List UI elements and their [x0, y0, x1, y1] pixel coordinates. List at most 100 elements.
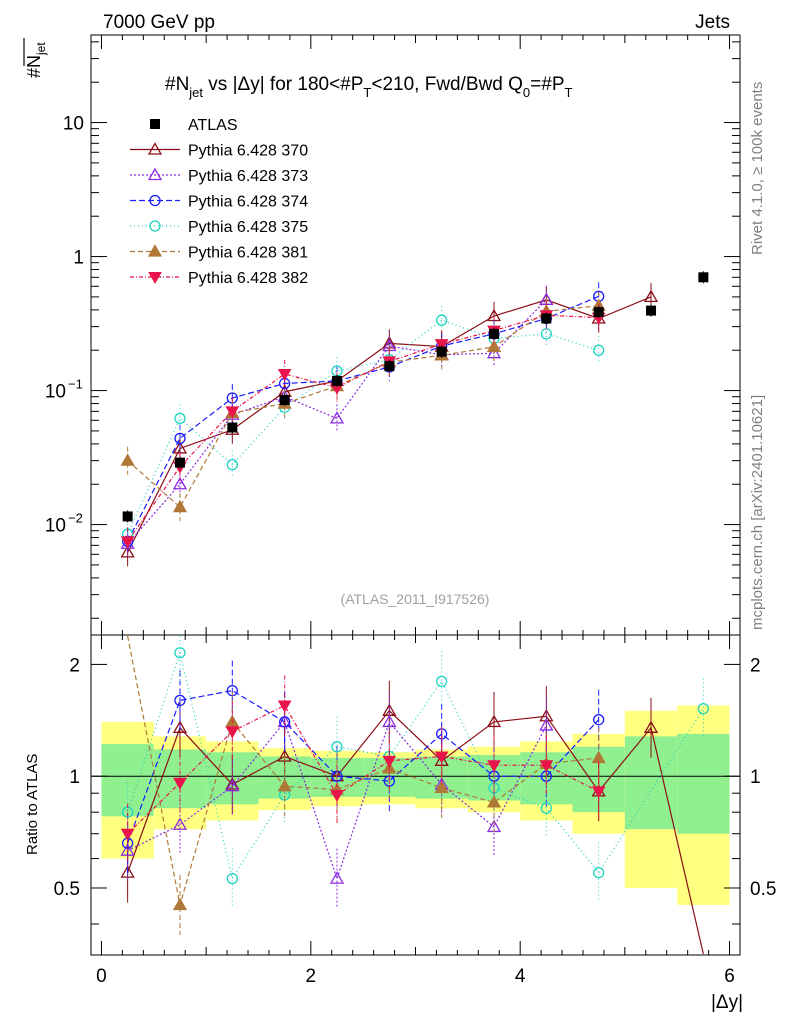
series-point-ratio: [486, 714, 502, 728]
chart-title: #Njet vs |Δy| for 180<#PT<210, Fwd/Bwd Q…: [165, 74, 573, 100]
series-point-ratio: [382, 714, 397, 728]
series-point-main: [277, 368, 292, 381]
series-point-ratio: [539, 718, 554, 731]
atlas-point: [279, 395, 290, 406]
atlas-point: [227, 422, 238, 433]
main-y-tick-label: 10: [63, 114, 84, 135]
svg-text:#Njet: #Njet: [24, 42, 48, 78]
legend-marker-0: [147, 142, 163, 155]
x-axis-label: |Δy|: [711, 992, 743, 1013]
analysis-tag: (ATLAS_2011_I917526): [341, 591, 490, 607]
series-point-ratio: [225, 726, 240, 739]
series-point-main: [225, 406, 240, 419]
ratio-y-axis-label: Ratio to ATLAS: [24, 754, 41, 855]
legend-marker-4: [147, 244, 163, 257]
atlas-point: [593, 307, 604, 318]
series-point-ratio: [382, 755, 397, 768]
atlas-point: [174, 457, 185, 468]
series-point-ratio: [225, 778, 240, 792]
atlas-point: [436, 346, 447, 357]
series-line-ratio: [127, 635, 599, 906]
series-point-ratio: [172, 817, 188, 830]
series-line-ratio: [127, 720, 547, 881]
ratio-y-tick-label-right: 1: [750, 767, 761, 788]
series-point-ratio: [591, 786, 606, 799]
series-point-ratio: [540, 802, 552, 814]
series-point-ratio: [172, 897, 188, 911]
series-line-ratio: [127, 650, 704, 881]
svg-text:#Njet vs |Δy| for 180<#PT<210: #Njet vs |Δy| for 180<#PT<210, Fwd/Bwd Q…: [165, 74, 573, 100]
energy-label: 7000 GeV pp: [103, 12, 215, 33]
series-point-ratio: [593, 866, 605, 879]
x-tick-label: 6: [724, 966, 735, 987]
legend-marker-2: [149, 194, 161, 207]
series-point-ratio: [697, 703, 710, 715]
main-y-tick-label: 10: [45, 516, 66, 537]
atlas-point: [384, 361, 395, 372]
series-point-ratio: [331, 741, 343, 753]
series-line-main: [127, 299, 547, 545]
process-label: Jets: [695, 12, 730, 33]
series-point-ratio: [277, 700, 292, 713]
atlas-point: [489, 328, 500, 339]
series-point-ratio: [226, 872, 238, 885]
series-point-main: [434, 339, 449, 352]
main-y-tick-label: 1: [73, 248, 84, 269]
series-point-ratio: [434, 751, 449, 764]
ratio-y-tick-label-right: 2: [750, 655, 761, 676]
series-point-ratio: [593, 713, 605, 726]
main-y-axis-label: #Njet: [23, 38, 48, 78]
series-point-ratio: [434, 780, 449, 794]
atlas-point: [541, 313, 552, 324]
atlas-point: [331, 375, 342, 386]
series-point-main: [120, 536, 135, 549]
series-point-ratio: [486, 795, 502, 808]
side-label-bottom: mcplots.cern.ch [arXiv:2401.10621]: [749, 395, 766, 630]
side-label-top: Rivet 4.1.0, ≥ 100k events: [749, 82, 766, 255]
legend-label-2: Pythia 6.428 374: [188, 194, 308, 211]
series-point-ratio: [173, 777, 187, 790]
x-tick-label: 0: [96, 966, 107, 987]
series-point-main: [172, 499, 188, 513]
series-point-main: [540, 328, 552, 340]
series-point-ratio: [172, 720, 188, 733]
legend-label-0: Pythia 6.428 370: [188, 143, 308, 160]
series-point-main: [174, 432, 186, 445]
series-point-ratio: [643, 720, 659, 733]
series-point-main: [643, 289, 659, 303]
series-point-main: [593, 344, 605, 356]
series-point-ratio: [539, 760, 554, 773]
legend-label-1: Pythia 6.428 373: [188, 168, 308, 185]
series-point-ratio: [120, 828, 135, 841]
main-y-tick-exponent: −2: [68, 511, 83, 526]
series-point-main: [120, 453, 135, 466]
series-point-ratio: [174, 647, 186, 659]
axis-ticks: [91, 35, 740, 955]
series-line-main: [127, 295, 599, 542]
series-point-main: [120, 545, 135, 558]
series-line-main: [127, 319, 599, 535]
series-point-main: [436, 314, 448, 326]
x-tick-label: 4: [515, 966, 526, 987]
legend-marker-3: [149, 220, 161, 232]
series-4: [120, 291, 606, 935]
ratio-plot-frame: [90, 634, 741, 956]
series-point-main: [486, 339, 502, 352]
series-point-main: [329, 411, 345, 424]
legend-marker-atlas: [150, 119, 160, 129]
series-point-ratio: [330, 789, 344, 802]
series-line-main: [127, 314, 599, 542]
legend-marker-1: [147, 167, 163, 181]
series-layer: [120, 271, 710, 955]
series-line-ratio: [127, 704, 599, 835]
series-point-main: [172, 476, 188, 490]
ratio-y-tick-label: 0.5: [54, 879, 80, 900]
series-point-main: [174, 412, 186, 425]
atlas-point: [122, 511, 133, 522]
legend-label-4: Pythia 6.428 381: [188, 245, 308, 262]
atlas-point: [646, 305, 657, 316]
ratio-y-tick-label: 2: [69, 655, 80, 676]
series-point-ratio: [487, 760, 501, 773]
